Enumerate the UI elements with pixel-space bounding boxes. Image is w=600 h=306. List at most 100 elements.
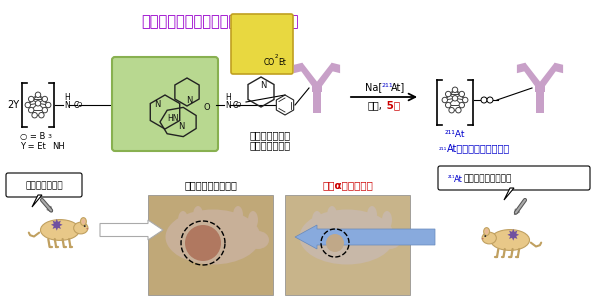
Text: N: N: [225, 100, 231, 110]
Text: C: C: [233, 100, 238, 110]
Text: 211: 211: [382, 83, 394, 88]
Polygon shape: [508, 229, 519, 241]
Text: N: N: [154, 99, 160, 109]
Circle shape: [452, 95, 458, 101]
Text: 2: 2: [275, 54, 278, 59]
Text: ²¹¹: ²¹¹: [448, 177, 455, 181]
Text: Na[: Na[: [365, 82, 382, 92]
Circle shape: [28, 96, 34, 102]
Text: ワンポット三成分ダブルクリック標識法: ワンポット三成分ダブルクリック標識法: [141, 14, 299, 29]
Ellipse shape: [233, 206, 243, 224]
Circle shape: [487, 97, 493, 103]
Ellipse shape: [41, 220, 80, 241]
Text: CO: CO: [264, 58, 275, 66]
Text: ²¹¹At: ²¹¹At: [445, 130, 465, 139]
Ellipse shape: [247, 231, 269, 249]
Circle shape: [42, 96, 47, 102]
Circle shape: [455, 107, 461, 113]
FancyArrow shape: [295, 225, 435, 249]
Circle shape: [452, 87, 458, 92]
Text: トラスツズマブ: トラスツズマブ: [250, 140, 290, 150]
Text: C: C: [74, 100, 79, 110]
Ellipse shape: [484, 228, 490, 235]
Circle shape: [35, 101, 41, 106]
Ellipse shape: [248, 211, 258, 229]
Text: O: O: [77, 102, 82, 108]
Circle shape: [459, 91, 464, 97]
Circle shape: [484, 235, 486, 237]
Circle shape: [28, 107, 34, 113]
Text: N: N: [260, 80, 266, 89]
FancyBboxPatch shape: [112, 57, 218, 151]
Polygon shape: [32, 195, 42, 207]
Ellipse shape: [327, 206, 337, 224]
Text: NH: NH: [52, 142, 65, 151]
Text: 室温,: 室温,: [367, 100, 382, 110]
Text: 3: 3: [48, 134, 52, 139]
Text: Et: Et: [278, 58, 286, 66]
Circle shape: [445, 91, 451, 97]
Text: H: H: [64, 93, 70, 102]
Ellipse shape: [482, 238, 484, 239]
Polygon shape: [540, 63, 559, 86]
Circle shape: [46, 102, 51, 108]
Ellipse shape: [82, 219, 85, 224]
Text: 標識トラスツズマブ: 標識トラスツズマブ: [464, 174, 512, 184]
Text: 2Y: 2Y: [7, 100, 19, 110]
Polygon shape: [504, 188, 514, 200]
Polygon shape: [51, 219, 62, 231]
Polygon shape: [294, 63, 302, 73]
Ellipse shape: [193, 206, 203, 224]
FancyBboxPatch shape: [231, 14, 293, 74]
FancyBboxPatch shape: [438, 166, 590, 190]
Text: デカボレート・: デカボレート・: [250, 130, 290, 140]
Polygon shape: [317, 63, 336, 86]
Text: O: O: [236, 102, 241, 108]
Text: 非常に低い治療効果: 非常に低い治療効果: [184, 180, 237, 190]
FancyBboxPatch shape: [6, 173, 82, 197]
Ellipse shape: [490, 230, 529, 250]
Ellipse shape: [178, 211, 188, 229]
Ellipse shape: [86, 228, 88, 230]
Circle shape: [32, 113, 37, 118]
Text: N: N: [64, 100, 70, 110]
Ellipse shape: [379, 231, 401, 249]
Circle shape: [35, 92, 41, 98]
Circle shape: [84, 225, 86, 227]
Circle shape: [449, 107, 454, 113]
Text: N: N: [178, 121, 184, 130]
Ellipse shape: [74, 222, 88, 234]
Text: At]: At]: [391, 82, 405, 92]
Text: ²¹¹: ²¹¹: [439, 148, 447, 154]
Circle shape: [445, 103, 451, 108]
Circle shape: [481, 97, 487, 103]
Text: At: At: [454, 174, 463, 184]
Polygon shape: [312, 82, 322, 92]
Polygon shape: [313, 90, 321, 113]
Text: N: N: [186, 95, 192, 105]
FancyBboxPatch shape: [148, 195, 273, 295]
Text: Y = Et: Y = Et: [20, 142, 46, 151]
Ellipse shape: [312, 211, 322, 229]
Text: At標識トラスツズマブ: At標識トラスツズマブ: [447, 143, 510, 153]
FancyArrow shape: [100, 220, 163, 240]
Circle shape: [42, 107, 47, 113]
Polygon shape: [554, 63, 563, 73]
Circle shape: [185, 225, 221, 261]
Text: 5分: 5分: [383, 100, 400, 110]
Ellipse shape: [485, 229, 488, 234]
Text: 高いα線治療効果: 高いα線治療効果: [322, 180, 373, 190]
Ellipse shape: [80, 218, 86, 226]
Text: ○ = B: ○ = B: [20, 132, 46, 141]
Ellipse shape: [482, 232, 496, 244]
Text: トラスツズマブ: トラスツズマブ: [25, 181, 63, 191]
Circle shape: [326, 234, 344, 252]
Ellipse shape: [382, 211, 392, 229]
Ellipse shape: [299, 210, 395, 264]
Circle shape: [442, 97, 448, 103]
Polygon shape: [298, 63, 317, 86]
Circle shape: [463, 97, 468, 103]
Polygon shape: [517, 63, 525, 73]
Polygon shape: [521, 63, 540, 86]
Polygon shape: [536, 90, 544, 113]
